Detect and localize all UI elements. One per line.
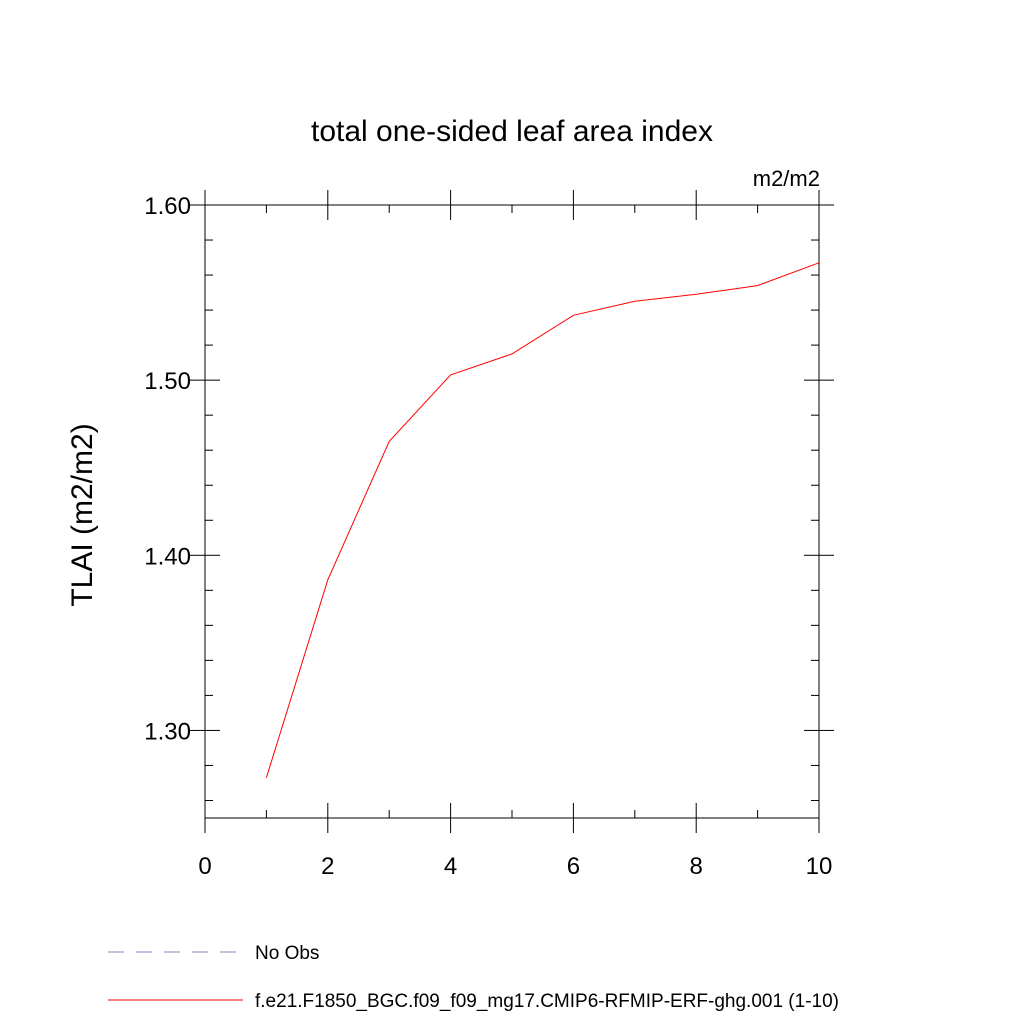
y-tick-label: 1.40 [144, 543, 191, 570]
chart-title: total one-sided leaf area index [311, 115, 713, 148]
axis-ticks [190, 190, 834, 833]
y-tick-label: 1.30 [144, 718, 191, 745]
y-tick-label: 1.60 [144, 193, 191, 220]
legend-label: No Obs [255, 943, 319, 964]
axis-tick-labels: 0 2 4 6 8 10 1.30 1.40 1.50 1.60 [144, 193, 832, 880]
legend: No Obs f.e21.F1850_BGC.f09_f09_mg17.CMIP6… [108, 943, 839, 1012]
x-tick-label: 6 [567, 853, 580, 880]
x-tick-label: 4 [444, 853, 457, 880]
x-tick-label: 2 [321, 853, 334, 880]
y-axis-label: TLAI (m2/m2) [66, 423, 99, 606]
series-line [265, 262, 820, 778]
x-tick-label: 8 [690, 853, 703, 880]
units-label: m2/m2 [753, 166, 820, 191]
plot-frame [204, 204, 820, 819]
y-tick-label: 1.50 [144, 368, 191, 395]
x-tick-label: 10 [806, 853, 833, 880]
x-tick-label: 0 [198, 853, 211, 880]
series-layer [265, 262, 820, 778]
legend-label: f.e21.F1850_BGC.f09_f09_mg17.CMIP6-RFMIP… [255, 991, 839, 1012]
